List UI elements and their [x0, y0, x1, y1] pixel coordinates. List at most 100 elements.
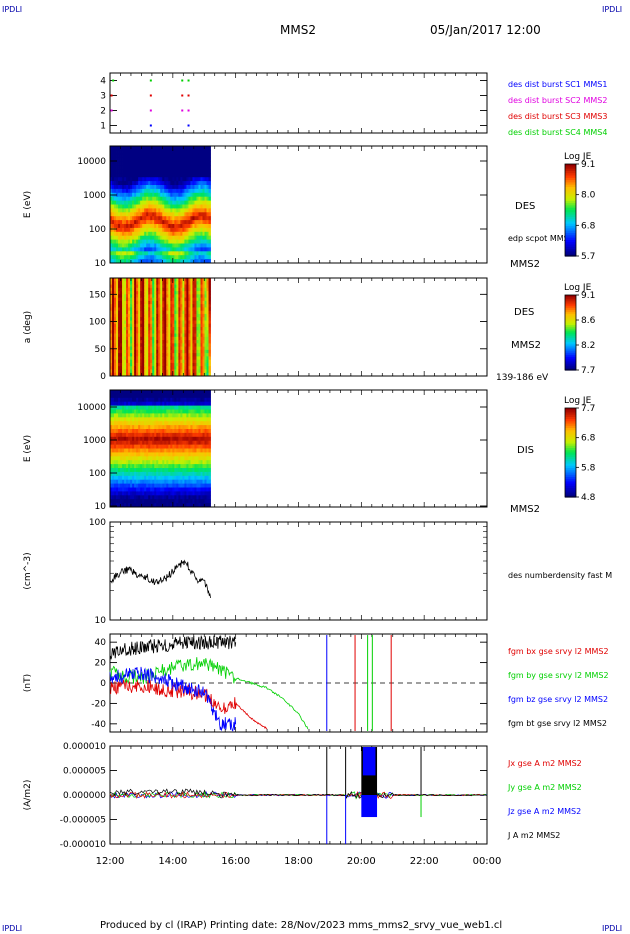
dis-energy-cell	[184, 444, 187, 449]
des-energy-cell	[138, 196, 141, 201]
des-energy-cell	[140, 220, 143, 225]
dis-energy-cell	[174, 468, 177, 473]
dis-energy-cell	[202, 475, 205, 481]
des-energy-cell	[172, 247, 175, 252]
dis-energy-cell	[160, 413, 163, 418]
dis-energy-cell	[186, 405, 189, 410]
dis-energy-cell	[164, 491, 167, 496]
dis-energy-cell	[142, 456, 145, 461]
des-pitch-cell	[114, 313, 117, 318]
dis-energy-cell	[150, 440, 153, 445]
des-pitch-cell	[114, 333, 117, 338]
dis-energy-cell	[130, 417, 133, 422]
des-energy-cell	[184, 188, 187, 194]
des-energy-cell	[132, 204, 135, 209]
des-energy-cell	[162, 227, 165, 233]
des-energy-cell	[142, 259, 145, 264]
des-pitch-cell	[130, 343, 133, 347]
des-energy-cell	[182, 173, 185, 178]
des-energy-colorbar-color-step	[565, 216, 576, 220]
des-energy-cell	[176, 169, 179, 174]
des-energy-cell	[172, 153, 175, 159]
des-energy-cell	[148, 231, 151, 237]
des-pitch-cell	[124, 366, 127, 370]
des-pitch-cell	[178, 294, 181, 298]
dis-energy-cell	[114, 475, 117, 481]
des-pitch-cell	[128, 320, 131, 325]
dis-energy-cell	[126, 390, 129, 395]
dis-energy-cell	[172, 460, 175, 465]
des-pitch-colorbar-color-step	[565, 340, 576, 343]
des-energy-cell	[134, 259, 137, 264]
dis-energy-cell	[138, 503, 141, 508]
dis-energy-cell	[176, 409, 179, 414]
des-energy-cell	[186, 169, 189, 174]
des-pitch-cell	[166, 281, 169, 285]
des-pitch-cell	[180, 294, 183, 298]
des-energy-cell	[112, 208, 115, 213]
dis-energy-cell	[116, 405, 119, 410]
des-energy-cell	[196, 235, 199, 240]
burst-marker	[181, 94, 184, 97]
des-energy-cell	[114, 149, 117, 155]
dis-energy-cell	[122, 475, 125, 481]
des-energy-cell	[134, 169, 137, 174]
des-energy-cell	[200, 173, 203, 178]
des-pitch-cell	[138, 333, 141, 338]
dis-energy-cell	[182, 432, 185, 438]
des-pitch-cell	[162, 362, 165, 367]
des-energy-cell	[176, 200, 179, 205]
des-pitch-cell	[140, 356, 143, 361]
dis-energy-cell	[132, 413, 135, 418]
des-pitch-cell	[112, 343, 115, 347]
des-pitch-cell	[154, 281, 157, 285]
des-energy-cell	[134, 235, 137, 240]
des-pitch-cell	[160, 281, 163, 285]
dis-energy-cell	[204, 397, 207, 403]
des-pitch-cell	[192, 333, 195, 338]
des-pitch-cell	[114, 307, 117, 312]
des-pitch-cell	[184, 362, 187, 367]
des-energy-colorbar-title: Log JE	[564, 152, 592, 162]
dis-energy-cell	[192, 440, 195, 445]
dis-energy-cell	[206, 460, 209, 465]
des-energy-cell	[174, 192, 177, 198]
dis-energy-cell	[178, 475, 181, 481]
des-pitch-cell	[134, 313, 137, 318]
des-pitch-cell	[178, 313, 181, 318]
dis-energy-cell	[150, 491, 153, 496]
dis-energy-cell	[192, 483, 195, 488]
des-pitch-cell	[116, 307, 119, 312]
des-pitch-cell	[184, 287, 187, 292]
dis-energy-cell	[198, 397, 201, 403]
des-pitch-cell	[126, 323, 129, 328]
des-pitch-cell	[150, 310, 153, 315]
des-pitch-cell	[200, 372, 203, 377]
dis-energy-cell	[162, 479, 165, 484]
dis-energy-cell	[192, 417, 195, 422]
des-pitch-cell	[144, 366, 147, 370]
des-pitch-cell	[184, 317, 187, 321]
des-energy-cell	[176, 255, 179, 260]
dis-energy-cell	[146, 479, 149, 484]
des-energy-cell	[112, 239, 115, 244]
des-pitch-cell	[118, 317, 121, 321]
des-pitch-cell	[138, 366, 141, 370]
des-pitch-cell	[176, 294, 179, 298]
des-pitch-cell	[164, 369, 167, 374]
dis-energy-cell	[194, 413, 197, 418]
des-energy-cell	[140, 181, 143, 186]
des-energy-cell	[148, 204, 151, 209]
dis-energy-cell	[110, 413, 113, 418]
dis-energy-cell	[112, 464, 115, 469]
des-pitch-cell	[204, 320, 207, 325]
des-energy-cell	[198, 220, 201, 225]
des-energy-cell	[170, 192, 173, 198]
des-pitch-cell	[202, 300, 205, 305]
des-pitch-cell	[170, 317, 173, 321]
des-energy-cell	[206, 259, 209, 264]
des-pitch-cell	[128, 304, 131, 308]
des-energy-cell	[136, 192, 139, 198]
dis-energy-cell	[140, 487, 143, 492]
des-energy-cell	[176, 153, 179, 159]
